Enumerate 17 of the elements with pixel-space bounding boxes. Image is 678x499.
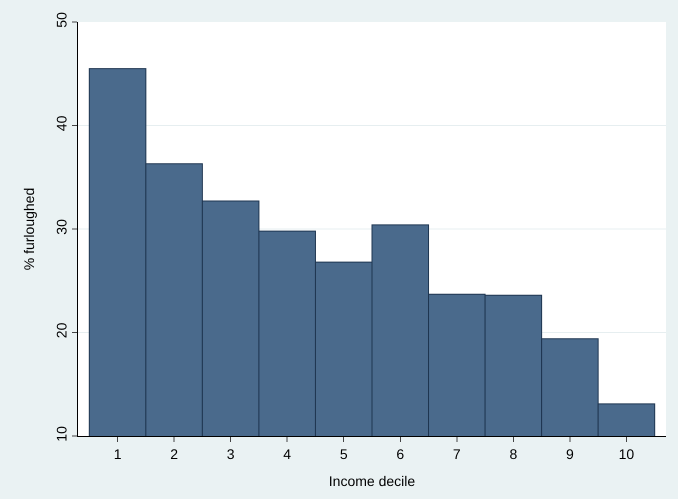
x-tick-label: 8 [509, 446, 518, 462]
x-tick-label: 10 [618, 446, 634, 462]
x-tick-label: 6 [396, 446, 404, 462]
x-tick-label: 2 [170, 446, 178, 462]
x-tick-label: 7 [452, 446, 461, 462]
x-tick-label: 4 [283, 446, 292, 462]
x-tick-label: 9 [566, 446, 574, 462]
x-tick-label: 5 [340, 446, 348, 462]
y-tick-label: 30 [53, 218, 70, 235]
x-tick-label: 3 [226, 446, 235, 462]
y-axis-title: % furloughed [21, 188, 37, 270]
y-tick-label: 10 [53, 426, 70, 442]
x-axis-title: Income decile [328, 473, 416, 490]
y-tick-label: 20 [53, 322, 70, 338]
x-tick-label: 1 [114, 446, 122, 462]
y-tick-label: 40 [53, 115, 70, 132]
y-tick-label: 50 [53, 12, 70, 28]
